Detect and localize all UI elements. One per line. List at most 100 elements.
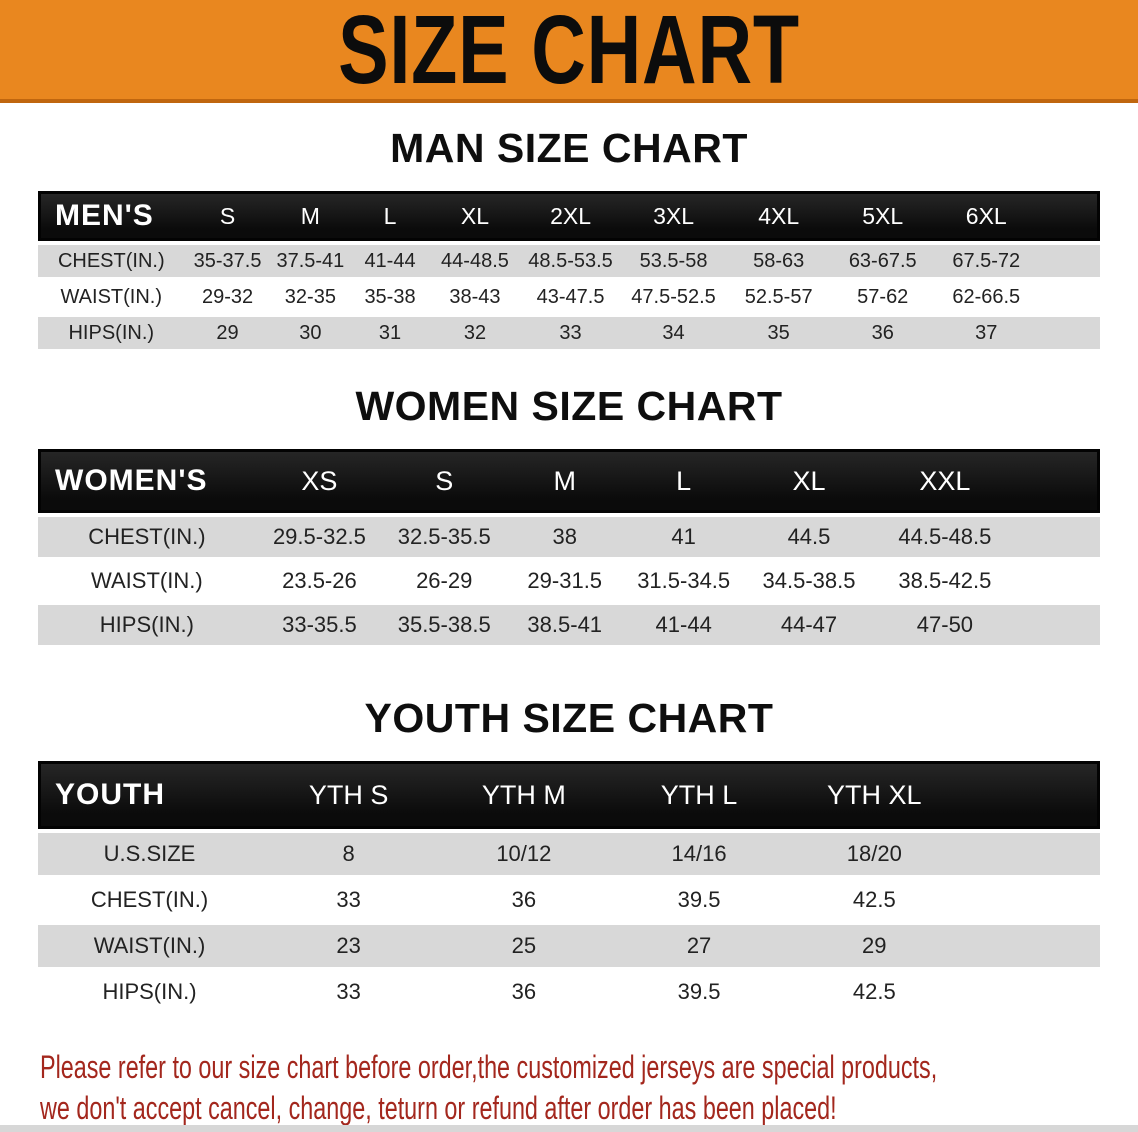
size-cell: 29 <box>786 925 962 967</box>
size-cell: 53.5-58 <box>620 245 727 277</box>
size-chart-banner: SIZE CHART <box>0 0 1138 103</box>
size-cell: 41-44 <box>624 605 744 645</box>
banner-title: SIZE CHART <box>338 0 800 104</box>
size-cell: 31.5-34.5 <box>624 561 744 601</box>
row-label: WAIST(IN.) <box>38 561 256 601</box>
size-cell: 42.5 <box>786 879 962 921</box>
size-cell: 42.5 <box>786 971 962 1013</box>
size-cell: 29-31.5 <box>505 561 625 601</box>
size-column-header: YTH L <box>611 761 787 829</box>
header-spacer-cell <box>1015 449 1100 513</box>
size-cell: 33 <box>261 879 437 921</box>
size-cell: 8 <box>261 833 437 875</box>
size-column-header: XS <box>255 449 384 513</box>
row-spacer-cell <box>1015 605 1100 645</box>
size-column-header: 6XL <box>934 191 1039 241</box>
size-row: WAIST(IN.) 23 25 27 29 <box>38 925 1100 967</box>
size-cell: 58-63 <box>726 245 832 277</box>
size-column-header: YTH M <box>436 761 612 829</box>
disclaimer: Please refer to our size chart before or… <box>40 1047 937 1129</box>
size-cell: 25 <box>436 925 612 967</box>
bottom-edge-strip <box>0 1125 1138 1132</box>
size-cell: 39.5 <box>611 971 787 1013</box>
row-spacer-cell <box>1015 561 1100 601</box>
size-cell: 33-35.5 <box>255 605 384 645</box>
size-row: WAIST(IN.) 29-32 32-35 35-38 38-43 43-47.5 47.… <box>38 281 1100 313</box>
size-row: HIPS(IN.) 29 30 31 32 33 34 35 36 37 <box>38 317 1100 349</box>
size-cell: 44.5 <box>743 517 875 557</box>
row-spacer-cell <box>961 925 1100 967</box>
size-cell: 44-47 <box>743 605 875 645</box>
size-column-header: L <box>350 191 430 241</box>
size-cell: 29-32 <box>184 281 271 313</box>
size-cell: 32-35 <box>270 281 351 313</box>
corner-label: YOUTH <box>38 761 262 829</box>
size-cell: 18/20 <box>786 833 962 875</box>
row-label: HIPS(IN.) <box>38 971 262 1013</box>
size-column-header: YTH XL <box>786 761 962 829</box>
youth-size-chart-section: YOUTH SIZE CHART YOUTH YTH S YTH M YTH L YTH… <box>0 695 1138 1017</box>
size-column-header: 5XL <box>831 191 935 241</box>
size-cell: 39.5 <box>611 879 787 921</box>
size-cell: 36 <box>436 971 612 1013</box>
size-cell: 43-47.5 <box>520 281 621 313</box>
size-column-header: 3XL <box>620 191 727 241</box>
size-cell: 27 <box>611 925 787 967</box>
size-cell: 37.5-41 <box>270 245 351 277</box>
row-label: CHEST(IN.) <box>38 245 185 277</box>
man-size-chart-section: MAN SIZE CHART MEN'S S M L XL 2XL 3XL 4XL 5XL 6XL… <box>0 125 1138 353</box>
size-column-header: YTH S <box>261 761 437 829</box>
size-cell: 63-67.5 <box>831 245 935 277</box>
row-spacer-cell <box>961 833 1100 875</box>
size-cell: 14/16 <box>611 833 787 875</box>
size-cell: 47.5-52.5 <box>620 281 727 313</box>
size-cell: 48.5-53.5 <box>520 245 621 277</box>
size-table-header-row: MEN'S S M L XL 2XL 3XL 4XL 5XL 6XL <box>38 191 1100 241</box>
size-cell: 57-62 <box>831 281 935 313</box>
size-cell: 31 <box>350 317 430 349</box>
size-cell: 41 <box>624 517 744 557</box>
size-cell: 32.5-35.5 <box>383 517 506 557</box>
row-spacer-cell <box>1038 317 1100 349</box>
size-row: HIPS(IN.) 33-35.5 35.5-38.5 38.5-41 41-44 44-… <box>38 605 1100 645</box>
row-label: CHEST(IN.) <box>38 879 262 921</box>
size-cell: 35.5-38.5 <box>383 605 506 645</box>
size-cell: 35-37.5 <box>184 245 271 277</box>
size-cell: 41-44 <box>350 245 430 277</box>
women-size-chart-section: WOMEN SIZE CHART WOMEN'S XS S M L XL XXL CHEST(… <box>0 383 1138 649</box>
size-cell: 44-48.5 <box>429 245 521 277</box>
size-column-header: XL <box>743 449 875 513</box>
section-title-women: WOMEN SIZE CHART <box>355 383 783 429</box>
size-column-header: L <box>624 449 744 513</box>
corner-label: WOMEN'S <box>38 449 256 513</box>
size-cell: 62-66.5 <box>934 281 1039 313</box>
size-cell: 67.5-72 <box>934 245 1039 277</box>
size-cell: 38.5-41 <box>505 605 625 645</box>
size-row: CHEST(IN.) 33 36 39.5 42.5 <box>38 879 1100 921</box>
size-cell: 44.5-48.5 <box>874 517 1015 557</box>
size-cell: 38.5-42.5 <box>874 561 1015 601</box>
size-column-header: M <box>505 449 625 513</box>
size-cell: 34.5-38.5 <box>743 561 875 601</box>
size-column-header: 2XL <box>520 191 621 241</box>
size-cell: 38-43 <box>429 281 521 313</box>
size-row: CHEST(IN.) 29.5-32.5 32.5-35.5 38 41 44.5 44.5… <box>38 517 1100 557</box>
row-label: U.S.SIZE <box>38 833 262 875</box>
size-cell: 36 <box>831 317 935 349</box>
disclaimer-line-2: we don't accept cancel, change, teturn o… <box>40 1090 837 1126</box>
header-spacer-cell <box>1038 191 1100 241</box>
corner-label: MEN'S <box>38 191 185 241</box>
row-spacer-cell <box>961 971 1100 1013</box>
size-row: WAIST(IN.) 23.5-26 26-29 29-31.5 31.5-34.5 34… <box>38 561 1100 601</box>
section-title-youth: YOUTH SIZE CHART <box>364 695 774 741</box>
size-cell: 29.5-32.5 <box>255 517 384 557</box>
size-table-header-row: YOUTH YTH S YTH M YTH L YTH XL <box>38 761 1100 829</box>
row-spacer-cell <box>1038 245 1100 277</box>
row-label: CHEST(IN.) <box>38 517 256 557</box>
size-column-header: M <box>270 191 351 241</box>
size-cell: 33 <box>520 317 621 349</box>
row-spacer-cell <box>1038 281 1100 313</box>
size-cell: 23 <box>261 925 437 967</box>
size-cell: 35 <box>726 317 832 349</box>
row-label: HIPS(IN.) <box>38 605 256 645</box>
